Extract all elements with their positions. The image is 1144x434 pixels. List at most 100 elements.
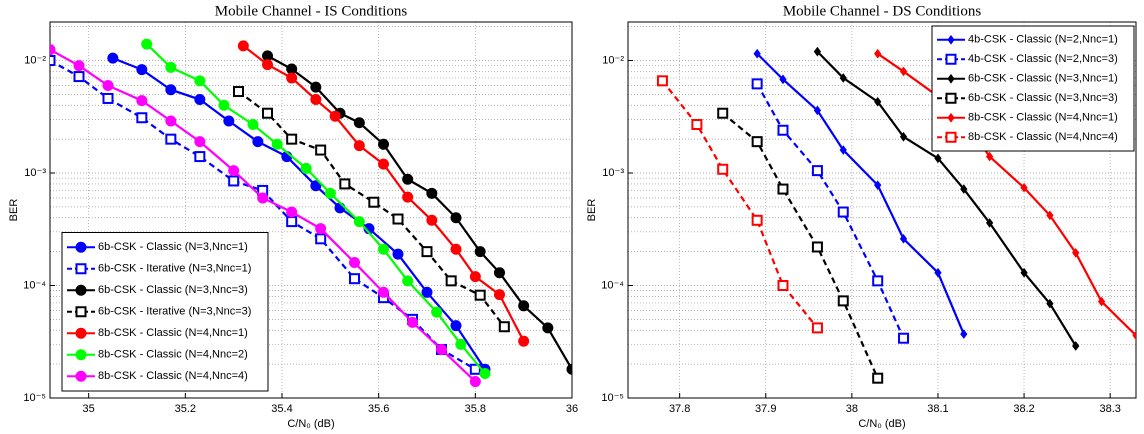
marker bbox=[450, 243, 462, 255]
marker bbox=[445, 275, 457, 287]
x-axis-label: C/N₀ (dB) bbox=[287, 418, 334, 430]
marker bbox=[141, 38, 153, 50]
marker bbox=[247, 118, 259, 130]
marker bbox=[353, 140, 365, 152]
y-axis-label: BER bbox=[586, 199, 598, 222]
y-tick-label: 10⁻⁴ bbox=[23, 279, 46, 291]
subplot: 35 35.2 35.4 35.6 35.8 36 10⁻⁵ 10⁻⁴ 10⁻³ 10⁻² Mobi… bbox=[8, 3, 578, 429]
axes-frame bbox=[49, 21, 573, 399]
marker bbox=[262, 59, 273, 71]
marker bbox=[75, 349, 87, 361]
marker bbox=[228, 165, 240, 177]
marker bbox=[899, 131, 908, 142]
legend-label: 8b-CSK - Classic (N=4,Nnc=4) bbox=[98, 370, 248, 382]
series-line bbox=[145, 43, 486, 375]
x-tick-label: 35.2 bbox=[175, 403, 196, 415]
marker bbox=[898, 332, 910, 344]
legend-label: 8b-CSK - Classic (N=4,Nnc=1) bbox=[98, 327, 248, 339]
marker bbox=[872, 275, 884, 287]
marker bbox=[286, 216, 298, 228]
marker bbox=[218, 99, 230, 111]
marker bbox=[368, 196, 380, 208]
marker bbox=[899, 233, 908, 244]
marker bbox=[945, 92, 957, 104]
legend: 4b-CSK - Classic (N=2,Nnc=1) 4b-CSK - Cla… bbox=[931, 25, 1135, 152]
marker bbox=[811, 241, 823, 253]
legend-label: 6b-CSK - Classic (N=3,Nnc=3) bbox=[968, 92, 1118, 104]
marker bbox=[566, 363, 572, 375]
y-tick-label: 10⁻⁵ bbox=[601, 392, 624, 404]
marker bbox=[469, 271, 481, 283]
marker bbox=[315, 233, 327, 245]
marker bbox=[813, 46, 822, 57]
marker bbox=[874, 96, 882, 107]
series-line bbox=[266, 54, 572, 370]
marker bbox=[837, 295, 849, 307]
marker bbox=[315, 144, 327, 156]
x-tick-label: 35.4 bbox=[271, 403, 292, 415]
marker bbox=[874, 180, 882, 190]
x-tick-label: 36 bbox=[566, 403, 578, 415]
marker bbox=[300, 162, 312, 174]
y-tick-label: 10⁻⁴ bbox=[601, 279, 624, 291]
x-axis-label: C/N₀ (dB) bbox=[858, 418, 905, 430]
marker bbox=[947, 112, 955, 123]
marker bbox=[494, 289, 505, 301]
marker bbox=[542, 322, 554, 334]
marker bbox=[421, 246, 433, 258]
marker bbox=[402, 173, 414, 185]
marker bbox=[450, 212, 462, 224]
legend-box bbox=[61, 232, 269, 392]
marker bbox=[75, 370, 87, 382]
marker bbox=[353, 216, 365, 228]
legend: 6b-CSK - Classic (N=3,Nnc=1) 6b-CSK - Ite… bbox=[61, 232, 269, 392]
marker bbox=[837, 206, 849, 218]
x-tick-label: 35.8 bbox=[465, 403, 486, 415]
x-tick-label: 35.6 bbox=[368, 403, 389, 415]
y-tick-label: 10⁻³ bbox=[602, 167, 624, 179]
marker bbox=[1046, 298, 1054, 309]
x-tick-label: 37.8 bbox=[669, 403, 690, 415]
marker bbox=[407, 316, 418, 328]
marker bbox=[436, 343, 447, 355]
marker bbox=[262, 107, 273, 119]
marker bbox=[1020, 267, 1028, 278]
marker bbox=[1072, 248, 1080, 258]
marker bbox=[194, 136, 206, 148]
marker bbox=[194, 75, 206, 87]
marker bbox=[934, 153, 942, 164]
series-line bbox=[756, 83, 905, 339]
marker bbox=[73, 71, 85, 83]
marker bbox=[107, 52, 119, 64]
x-tick-label: 38.3 bbox=[1099, 403, 1120, 415]
data-layer bbox=[50, 38, 572, 388]
marker bbox=[751, 136, 763, 148]
marker bbox=[102, 79, 114, 91]
marker bbox=[874, 48, 882, 59]
series-line bbox=[877, 52, 1136, 337]
marker bbox=[450, 320, 462, 332]
marker bbox=[518, 300, 530, 312]
marker bbox=[813, 105, 822, 116]
marker bbox=[378, 243, 389, 255]
x-tick-label: 35 bbox=[83, 403, 95, 415]
marker bbox=[286, 206, 298, 218]
marker bbox=[310, 81, 322, 93]
marker bbox=[194, 151, 206, 163]
marker bbox=[286, 72, 298, 84]
marker bbox=[75, 284, 87, 296]
y-tick-label: 10⁻² bbox=[602, 54, 624, 66]
marker bbox=[136, 64, 148, 76]
marker bbox=[271, 138, 283, 150]
marker bbox=[252, 136, 264, 148]
legend-label: 4b-CSK - Classic (N=2,Nnc=3) bbox=[968, 53, 1118, 65]
marker bbox=[945, 53, 957, 65]
marker bbox=[75, 263, 87, 275]
y-tick-label: 10⁻³ bbox=[24, 167, 46, 179]
marker bbox=[50, 55, 56, 67]
marker bbox=[286, 133, 298, 145]
marker bbox=[518, 335, 530, 347]
marker bbox=[329, 110, 341, 122]
